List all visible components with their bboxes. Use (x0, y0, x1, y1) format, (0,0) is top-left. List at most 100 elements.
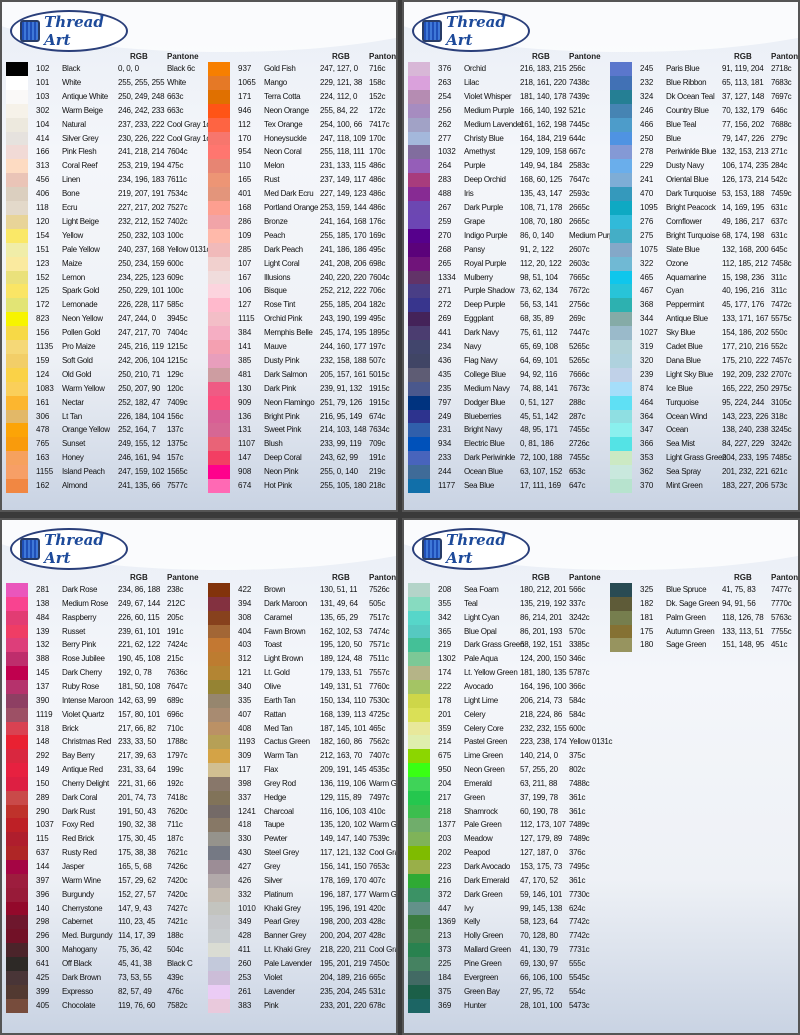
color-name: Dodger Blue (464, 397, 506, 407)
color-swatch (208, 915, 230, 930)
color-name: Med Tan (264, 723, 293, 733)
pantone-value: 170c (369, 133, 386, 143)
color-swatch (6, 256, 28, 271)
color-name: Nectar (62, 397, 84, 407)
color-name: Dark Periwinkle (464, 453, 516, 463)
rgb-value: 250, 234, 159 (118, 258, 165, 268)
color-name: Iris (464, 189, 474, 199)
thread-number: 229 (640, 161, 654, 171)
rgb-value: 179, 133, 51 (320, 668, 363, 678)
color-swatch (408, 159, 430, 174)
thread-number: 170 (238, 133, 252, 143)
color-swatch (408, 284, 430, 299)
thread-number: 214 (438, 737, 452, 747)
color-name: Rattan (264, 709, 286, 719)
color-row: 249 Blueberries 45, 51, 142 287c (408, 409, 604, 424)
color-name: Dk. Sage Green (666, 598, 720, 608)
thread-number: 250 (640, 133, 654, 143)
color-row: 298 Cabernet 110, 23, 45 7421c (6, 915, 202, 930)
pantone-value: 1788c (167, 737, 188, 747)
pantone-value: 486c (369, 175, 386, 185)
rgb-value: 117, 121, 132 (320, 848, 366, 858)
thread-number: 298 (36, 917, 50, 927)
pantone-value: 7673c (569, 383, 590, 393)
pantone-value: 7517c (369, 612, 390, 622)
color-row: 268 Pansy 91, 2, 122 2607c (408, 242, 604, 257)
pantone-value: 7688c (771, 119, 792, 129)
color-swatch (6, 103, 28, 118)
thread-number: 313 (36, 161, 50, 171)
pantone-value: 7571c (369, 640, 390, 650)
color-swatch (6, 929, 28, 944)
color-name: Pansy (464, 244, 485, 254)
color-row: 934 Electric Blue 0, 81, 186 2726c (408, 437, 604, 452)
thread-number: 401 (238, 189, 252, 199)
color-row: 1369 Kelly 58, 123, 64 7742c (408, 915, 604, 930)
rgb-value: 124, 200, 150 (520, 654, 567, 664)
pantone-value: 7455c (569, 453, 590, 463)
color-name: Kelly (464, 917, 480, 927)
pantone-value: 311c (771, 286, 787, 296)
color-row: 366 Sea Mist 84, 227, 229 3242c (610, 437, 798, 452)
rgb-header: RGB (734, 573, 752, 582)
thread-number: 394 (238, 598, 252, 608)
pantone-value: 653c (569, 467, 586, 477)
thread-number: 201 (438, 709, 452, 719)
color-row: 641 Off Black 45, 41, 38 Black C (6, 956, 202, 971)
color-row: 290 Dark Rust 191, 50, 43 7620c (6, 804, 202, 819)
color-swatch (408, 75, 430, 90)
thread-number: 946 (238, 105, 252, 115)
rgb-value: 247, 118, 109 (320, 133, 366, 143)
color-swatch (208, 312, 230, 327)
color-row: 233 Dark Periwinkle 72, 100, 188 7455c (408, 451, 604, 466)
color-swatch (208, 242, 230, 257)
rgb-value: 221, 31, 66 (118, 778, 156, 788)
color-name: Chocolate (62, 1000, 96, 1010)
color-row: 234 Navy 65, 69, 108 5265c (408, 340, 604, 354)
thread-spool-icon (20, 20, 41, 42)
rgb-value: 133, 171, 167 (722, 314, 769, 324)
thread-number: 1027 (640, 328, 658, 338)
pantone-value: 337c (569, 598, 586, 608)
rgb-value: 142, 63, 99 (118, 695, 156, 705)
color-swatch (208, 214, 230, 229)
color-chart-panel: Thread Art RGB Pantone 281 Dark Rose 234, 86,… (0, 518, 398, 1035)
color-name: Deep Orchid (464, 175, 506, 185)
pantone-value: 7489c (569, 820, 590, 830)
color-row: 344 Antique Blue 133, 171, 167 5575c (610, 312, 798, 327)
thread-number: 136 (238, 411, 252, 421)
thread-number: 162 (36, 481, 50, 490)
color-swatch (6, 873, 28, 888)
rgb-value: 129, 109, 158 (520, 147, 567, 157)
color-name: Light Beige (62, 216, 99, 226)
color-name: Spark Gold (62, 286, 100, 296)
thread-number: 102 (36, 64, 50, 73)
thread-spool-icon (422, 538, 443, 560)
thread-number: 481 (238, 369, 252, 379)
color-swatch (408, 89, 430, 104)
thread-number: 246 (640, 105, 654, 115)
color-row: 267 Dark Purple 108, 71, 178 2665c (408, 201, 604, 215)
thread-number: 296 (36, 931, 50, 941)
color-name: Pale Aqua (464, 654, 498, 664)
thread-number: 123 (36, 258, 50, 268)
color-name: College Blue (464, 369, 506, 379)
color-row: 335 Earth Tan 150, 134, 110 7530c (208, 693, 396, 708)
color-swatch (6, 832, 28, 847)
rgb-value: 255, 185, 204 (320, 300, 367, 310)
pantone-value: 566c (569, 585, 586, 594)
pantone-value: 663c (167, 91, 184, 101)
color-swatch (6, 62, 28, 76)
thread-number: 147 (238, 453, 252, 463)
color-name: Ocean Wind (666, 411, 708, 421)
color-row: 950 Neon Green 57, 255, 20 802c (408, 763, 604, 778)
color-name: Rose Tint (264, 300, 296, 310)
thread-number: 218 (438, 806, 452, 816)
color-name: Blue (666, 133, 681, 143)
color-swatch (610, 638, 632, 653)
color-name: Bisque (264, 286, 287, 296)
color-swatch (6, 749, 28, 764)
rgb-value: 255, 105, 180 (320, 481, 367, 490)
color-swatch (6, 860, 28, 874)
color-swatch (408, 666, 430, 681)
